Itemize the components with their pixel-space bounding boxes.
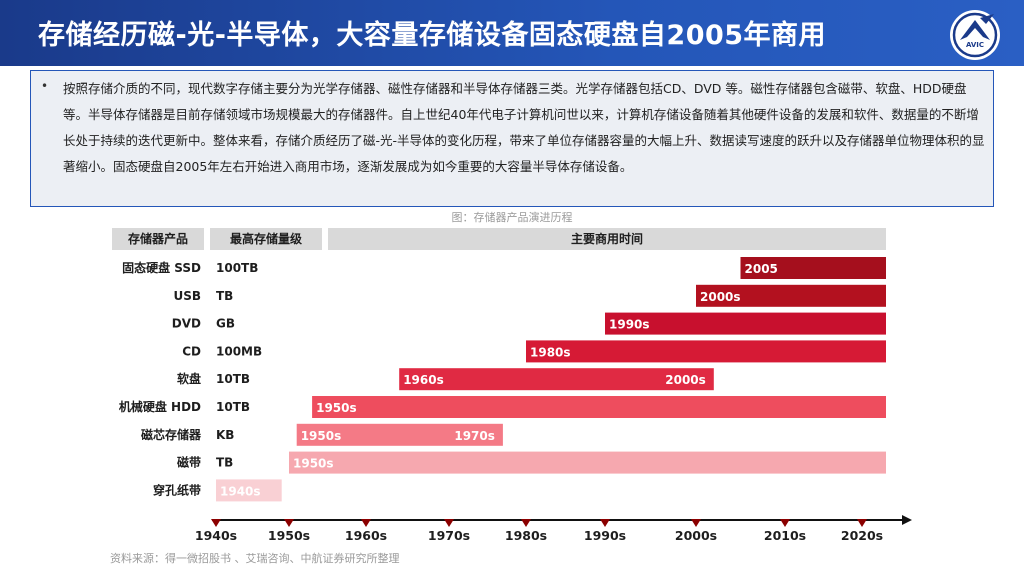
row-product-label: 机械硬盘 HDD bbox=[119, 399, 201, 414]
x-tick-label: 1990s bbox=[584, 528, 626, 543]
row-product-label: 穿孔纸带 bbox=[153, 482, 201, 497]
source-note: 资料来源：得一微招股书 、艾瑞咨询、中航证券研究所整理 bbox=[110, 552, 400, 565]
x-tick-label: 2000s bbox=[675, 528, 717, 543]
timeline-bar bbox=[216, 479, 282, 502]
timeline-bar bbox=[289, 451, 886, 474]
timeline-bar bbox=[312, 396, 887, 418]
x-axis-tick bbox=[780, 519, 790, 527]
row-capacity-label: 10TB bbox=[216, 400, 250, 414]
bar-end-label: 1970s bbox=[454, 429, 495, 443]
row-product-label: 磁芯存储器 bbox=[140, 427, 202, 442]
bar-start-label: 2005 bbox=[745, 262, 778, 276]
timeline-bar bbox=[740, 257, 886, 279]
logo-text: AVIC bbox=[965, 41, 985, 49]
x-tick-label: 1940s bbox=[195, 528, 237, 543]
header-cell-capacity bbox=[210, 228, 322, 250]
bar-start-label: 1940s bbox=[220, 484, 261, 498]
bar-start-label: 1980s bbox=[530, 345, 571, 359]
x-axis-arrow bbox=[902, 515, 912, 525]
row-product-label: CD bbox=[182, 344, 201, 358]
row-capacity-label: 10TB bbox=[216, 372, 250, 386]
row-capacity-label: GB bbox=[216, 317, 235, 331]
row-product-label: 磁带 bbox=[176, 455, 201, 470]
timeline-bar bbox=[605, 312, 886, 335]
row-capacity-label: 100MB bbox=[216, 344, 262, 358]
x-tick-label: 1970s bbox=[428, 528, 470, 543]
bullet-marker: • bbox=[41, 79, 49, 93]
x-axis-tick bbox=[600, 519, 610, 527]
x-axis-tick bbox=[284, 519, 294, 527]
page-title: 存储经历磁-光-半导体，大容量存储设备固态硬盘自2005年商用 bbox=[38, 20, 827, 51]
header-time: 主要商用时间 bbox=[571, 231, 643, 246]
x-axis-tick bbox=[857, 519, 867, 527]
timeline-bar bbox=[296, 423, 503, 446]
bar-start-label: 2000s bbox=[700, 290, 741, 304]
header-cell-time bbox=[328, 228, 886, 250]
bar-start-label: 1990s bbox=[609, 318, 650, 332]
header-cell-product bbox=[112, 228, 204, 250]
timeline-bar bbox=[696, 284, 886, 307]
summary-text: 按照存储介质的不同，现代数字存储主要分为光学存储器、磁性存储器和半导体存储器三类… bbox=[63, 81, 985, 174]
row-product-label: USB bbox=[173, 289, 201, 303]
bar-start-label: 1950s bbox=[316, 401, 357, 415]
bar-start-label: 1950s bbox=[301, 429, 342, 443]
header-capacity: 最高存储量级 bbox=[230, 231, 302, 246]
x-tick-label: 1980s bbox=[505, 528, 547, 543]
row-capacity-label: TB bbox=[216, 456, 233, 470]
row-capacity-label: KB bbox=[216, 428, 234, 442]
bar-start-label: 1960s bbox=[403, 373, 444, 387]
x-tick-label: 2010s bbox=[764, 528, 806, 543]
x-tick-label: 1960s bbox=[345, 528, 387, 543]
row-product-label: 固态硬盘 SSD bbox=[122, 260, 201, 275]
avic-logo: AVIC bbox=[950, 10, 1000, 60]
row-capacity-label: 100TB bbox=[216, 261, 258, 275]
row-product-label: DVD bbox=[172, 317, 201, 331]
bar-start-label: 1950s bbox=[293, 457, 334, 471]
x-tick-label: 1950s bbox=[268, 528, 310, 543]
summary-box: • 按照存储介质的不同，现代数字存储主要分为光学存储器、磁性存储器和半导体存储器… bbox=[30, 70, 994, 207]
x-axis-tick bbox=[691, 519, 701, 527]
avic-logo-icon bbox=[952, 12, 998, 58]
row-capacity-label: TB bbox=[216, 289, 233, 303]
x-axis-tick bbox=[361, 519, 371, 527]
x-tick-label: 2020s bbox=[841, 528, 883, 543]
x-axis-tick bbox=[211, 519, 221, 527]
timeline-bar bbox=[399, 368, 714, 391]
timeline-bar bbox=[526, 340, 886, 363]
header-product: 存储器产品 bbox=[127, 231, 188, 246]
x-axis-tick bbox=[444, 519, 454, 527]
figure-caption: 图：存储器产品演进历程 bbox=[451, 211, 573, 224]
x-axis-tick bbox=[521, 519, 531, 527]
header-banner: 存储经历磁-光-半导体，大容量存储设备固态硬盘自2005年商用 AVIC bbox=[0, 0, 1024, 66]
row-product-label: 软盘 bbox=[177, 371, 201, 386]
bar-end-label: 2000s bbox=[665, 373, 706, 387]
